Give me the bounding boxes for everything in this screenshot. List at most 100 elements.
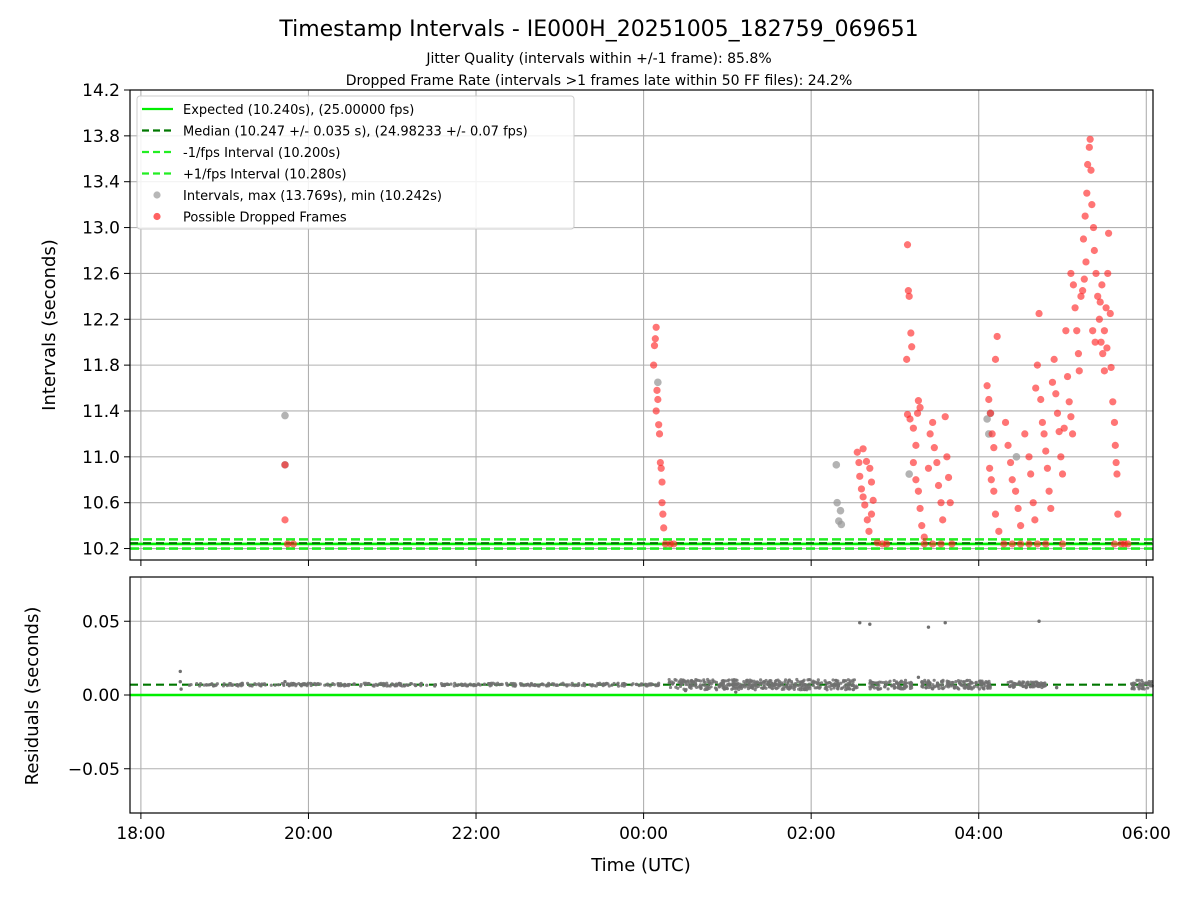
dropped-frame-point-53: [912, 476, 920, 484]
residual-point-520: [704, 686, 708, 691]
residual-point-336: [457, 683, 461, 687]
dropped-frame-point-30: [867, 510, 876, 518]
residuals-points: [178, 619, 1154, 694]
dropped-frame-point-0: [281, 461, 289, 469]
residual-point-1007: [1012, 684, 1017, 689]
dropped-frame-point-40: [904, 287, 912, 295]
residual-point-699: [726, 682, 730, 686]
dropped-frame-point-136: [1081, 212, 1089, 220]
residual-point-597: [699, 686, 703, 691]
residual-point-721: [824, 686, 828, 690]
residual-point-720: [787, 678, 791, 683]
residual-point-328: [640, 682, 644, 686]
dropped-frame-point-15: [658, 478, 666, 486]
residual-point-665: [817, 681, 821, 685]
residual-point-329: [313, 682, 317, 687]
residual-point-700: [735, 686, 739, 691]
dropped-frame-point-100: [1033, 361, 1041, 369]
x-tick-label-0: 18:00: [116, 824, 165, 844]
dropped-frame-point-160: [1113, 470, 1121, 478]
dropped-frame-point-127: [1058, 540, 1067, 548]
residual-point-654: [854, 686, 858, 690]
legend-label-5: Possible Dropped Frames: [183, 211, 347, 226]
dropped-frame-point-14: [657, 464, 665, 472]
residual-point-21: [225, 683, 229, 688]
residual-point-655: [827, 681, 831, 685]
dropped-frame-point-61: [930, 444, 938, 452]
residual-point-954: [972, 684, 977, 689]
dropped-frame-point-11: [655, 421, 663, 429]
dropped-frame-point-130: [1071, 304, 1079, 312]
residual-point-185: [574, 683, 578, 687]
dropped-frame-point-71: [937, 540, 945, 548]
residual-point-933: [969, 681, 973, 685]
intervals-reference-lines: [130, 538, 1153, 550]
residual-point-512: [851, 680, 855, 684]
residual-point-807: [910, 686, 914, 690]
residual-point-907: [930, 687, 934, 691]
residual-point-292: [654, 684, 658, 688]
residual-point-676: [764, 686, 768, 690]
residual-point-196: [506, 683, 510, 687]
residual-point-1030: [1024, 682, 1029, 686]
residual-point-953: [965, 679, 969, 683]
residual-point-322: [536, 683, 540, 687]
x-tick-label-2: 22:00: [452, 824, 501, 844]
residual-point-187: [460, 683, 464, 688]
dropped-frame-point-87: [1001, 418, 1010, 427]
residual-point-590: [669, 680, 674, 684]
dropped-frame-point-44: [908, 343, 916, 351]
residual-point-267: [291, 681, 296, 686]
dropped-frame-point-157: [1110, 418, 1119, 427]
dropped-frame-point-1: [281, 516, 289, 524]
residual-point-625: [743, 681, 748, 685]
dropped-frame-point-5: [650, 342, 659, 350]
dropped-frame-point-115: [1058, 470, 1067, 478]
residual-point-697: [832, 686, 836, 690]
residual-point-996: [1040, 683, 1044, 687]
residual-point-724: [844, 683, 848, 687]
dropped-frame-point-139: [1085, 143, 1093, 151]
residual-point-639: [834, 679, 839, 683]
residual-point-368: [831, 678, 835, 682]
dropped-frame-point-129: [1069, 281, 1078, 289]
residual-point-540: [726, 679, 730, 683]
residual-point-773: [877, 683, 881, 687]
residual-point-689: [749, 679, 753, 683]
residual-point-1088: [916, 675, 921, 679]
dropped-frame-point-161: [1114, 510, 1122, 518]
residual-point-194: [371, 683, 375, 687]
residual-point-630: [830, 683, 834, 688]
residual-point-586: [796, 684, 800, 688]
residual-point-691: [753, 688, 757, 692]
residual-point-649: [711, 678, 715, 682]
residual-point-1016: [1006, 680, 1010, 685]
dropped-frame-point-149: [1099, 350, 1107, 358]
residual-point-672: [717, 685, 721, 689]
intervals-y-tick-label-4: 11.8: [82, 356, 120, 376]
dropped-frame-point-56: [918, 522, 926, 530]
residual-point-1084: [1037, 619, 1041, 623]
residual-point-415: [703, 683, 707, 688]
dropped-frame-point-22: [853, 448, 861, 456]
residual-point-339: [214, 683, 218, 687]
residual-point-802: [879, 680, 883, 684]
dropped-frame-point-137: [1083, 189, 1091, 197]
x-tick-label-1: 20:00: [284, 824, 333, 844]
residual-point-792: [892, 682, 896, 687]
residual-point-714: [721, 679, 725, 683]
residual-point-791: [870, 685, 875, 689]
residual-point-705: [791, 683, 795, 687]
interval-point-0: [281, 411, 289, 420]
dropped-frame-point-74: [983, 382, 991, 390]
residual-point-331: [546, 681, 551, 685]
residual-point-704: [793, 683, 798, 687]
dropped-frame-point-103: [1038, 418, 1047, 427]
residual-point-660: [676, 686, 680, 690]
residual-point-938: [952, 685, 957, 689]
residual-point-692: [846, 687, 850, 691]
dropped-frame-point-94: [1021, 430, 1029, 438]
dropped-frame-point-34: [866, 464, 874, 472]
dropped-frame-point-134: [1077, 292, 1085, 300]
residual-point-209: [316, 681, 320, 686]
